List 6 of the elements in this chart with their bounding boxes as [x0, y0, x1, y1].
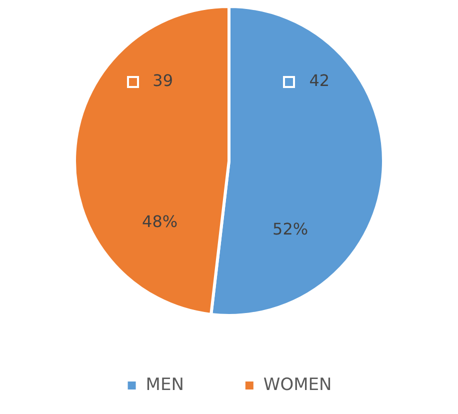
data-label: 42 [309, 71, 330, 90]
legend-label: WOMEN [263, 374, 332, 395]
text: 48% [142, 212, 178, 231]
legend-label: MEN [146, 374, 184, 395]
text: 52% [272, 220, 308, 239]
data-label: 39 [152, 70, 174, 90]
